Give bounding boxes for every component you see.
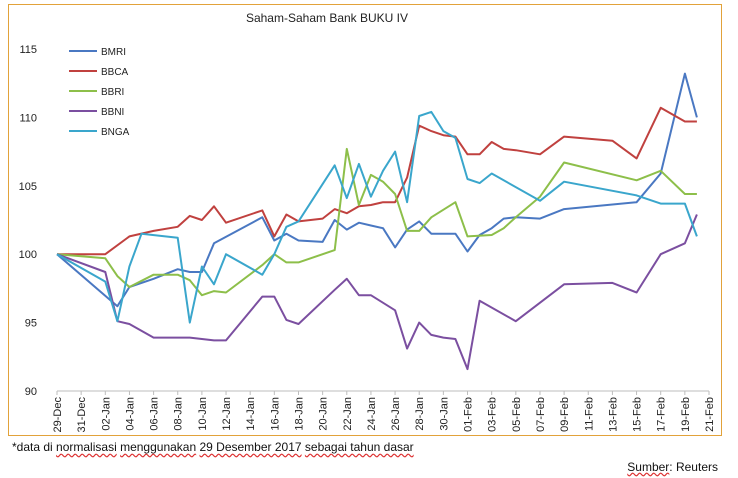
x-tick-label: 02-Jan [100, 397, 112, 431]
x-tick-label: 28-Jan [414, 397, 426, 431]
x-tick-label: 18-Jan [293, 397, 305, 431]
footnote-prefix: *data di [12, 440, 57, 454]
source-label: Sumber [627, 460, 670, 474]
footnote-word-normalisasi: normalisasi [56, 440, 117, 454]
x-tick-label: 06-Jan [149, 397, 161, 431]
x-tick-label: 24-Jan [366, 397, 378, 431]
x-tick-label: 26-Jan [390, 397, 402, 431]
legend-label-bbni: BBNI [101, 107, 124, 118]
x-tick-label: 10-Jan [197, 397, 209, 431]
x-tick-label: 05-Feb [511, 397, 523, 432]
chart-frame: Saham-Saham Bank BUKU IV 90 95 100 105 110 11… [8, 4, 722, 436]
series-lines [56, 72, 698, 371]
series-line-bnga [56, 110, 698, 324]
axes: 90 95 100 105 110 115 29-Dec 31-Dec 02-Jan 04-Jan… [19, 44, 716, 432]
source-colon: : [669, 460, 676, 474]
legend-label-bmri: BMRI [101, 47, 126, 58]
x-tick-label: 14-Jan [245, 397, 257, 431]
x-tick-label: 17-Feb [656, 397, 668, 432]
series-line-bbca [57, 106, 697, 256]
series-line-bmri [56, 72, 698, 308]
legend: BMRI BBCA BBRI BBNI BNGA [69, 47, 130, 138]
x-tick-label: 11-Feb [583, 397, 595, 431]
footnote-word-menggunakan: menggunakan [120, 440, 197, 454]
footnote-base-year: sebagai tahun dasar [304, 440, 414, 454]
x-tick-label: 31-Dec [76, 397, 88, 433]
y-tick-label: 115 [19, 44, 37, 56]
x-tick-label: 03-Feb [487, 397, 499, 432]
y-tick-label: 95 [25, 318, 37, 330]
x-tick-label: 13-Feb [607, 397, 619, 432]
x-tick-label: 08-Jan [173, 397, 185, 431]
x-tick-label: 30-Jan [438, 397, 450, 431]
source-name: Reuters [675, 460, 718, 474]
x-tick-label: 20-Jan [318, 397, 330, 431]
series-line-bbni [56, 214, 698, 371]
legend-label-bbca: BBCA [101, 67, 129, 78]
x-tick-label: 19-Feb [680, 397, 692, 432]
source-credit: Sumber: Reuters [627, 460, 718, 474]
legend-label-bbri: BBRI [101, 87, 124, 98]
x-tick-label: 01-Feb [463, 397, 475, 432]
footnote-date: 29 Desember 2017 [199, 440, 302, 454]
x-tick-label: 29-Dec [52, 397, 64, 433]
x-tick-label: 12-Jan [221, 397, 233, 431]
chart-title: Saham-Saham Bank BUKU IV [246, 11, 408, 25]
x-tick-label: 15-Feb [632, 397, 644, 432]
y-tick-label: 105 [19, 181, 37, 193]
y-tick-label: 100 [19, 249, 37, 261]
x-tick-label: 09-Feb [559, 397, 571, 432]
legend-label-bnga: BNGA [101, 127, 130, 138]
x-tick-label: 07-Feb [535, 397, 547, 432]
footnote: *data di normalisasi menggunakan 29 Dese… [12, 440, 414, 454]
x-tick-label: 04-Jan [124, 397, 136, 431]
y-tick-label: 110 [19, 112, 37, 124]
x-tick-label: 22-Jan [342, 397, 354, 431]
y-tick-label: 90 [25, 386, 37, 398]
series-line-bbri [56, 147, 697, 297]
line-chart: Saham-Saham Bank BUKU IV 90 95 100 105 110 11… [19, 11, 716, 432]
x-tick-label: 16-Jan [269, 397, 281, 431]
x-tick-label: 21-Feb [704, 397, 716, 432]
